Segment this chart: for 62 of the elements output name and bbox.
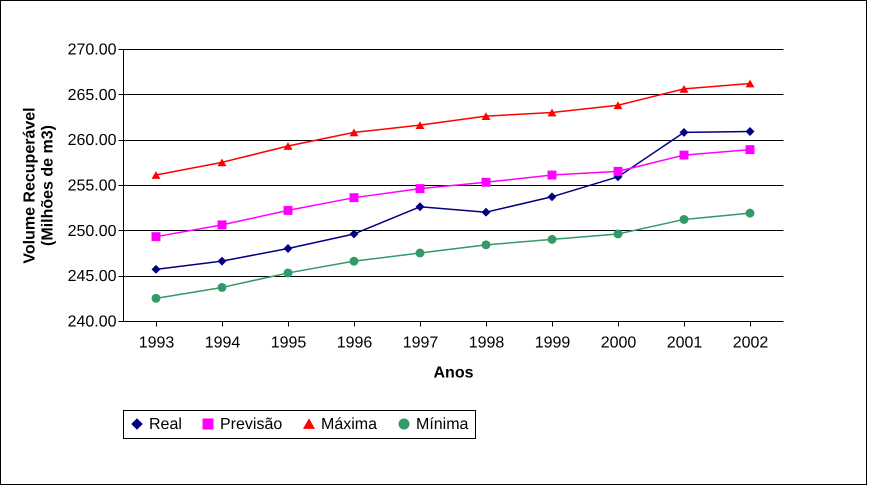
point xyxy=(548,108,556,116)
x-tick-label: 1996 xyxy=(336,334,372,352)
point xyxy=(548,170,556,180)
y-axis-title: Volume Recuperável (Milhões de m3) xyxy=(22,107,57,264)
x-tick-label: 1995 xyxy=(270,334,306,352)
legend-label: Máxima xyxy=(321,416,378,433)
point xyxy=(152,264,160,274)
point xyxy=(284,206,292,215)
point xyxy=(482,178,490,187)
point xyxy=(350,128,358,136)
point xyxy=(284,268,292,278)
point xyxy=(152,232,160,242)
point xyxy=(614,101,622,110)
x-tick-label: 2002 xyxy=(732,334,768,352)
point xyxy=(218,158,226,166)
point xyxy=(548,192,556,202)
point xyxy=(746,127,754,136)
point xyxy=(350,256,358,266)
point xyxy=(680,128,688,137)
legend-label: Previsão xyxy=(220,416,282,433)
point xyxy=(746,145,754,154)
point xyxy=(284,244,292,253)
point xyxy=(152,171,160,179)
point xyxy=(416,121,424,130)
point xyxy=(218,220,226,230)
y-tick-label: 250.00 xyxy=(68,222,117,240)
y-tick-label: 260.00 xyxy=(68,132,117,150)
y-tick-label: 270.00 xyxy=(68,42,117,58)
point xyxy=(548,234,556,244)
y-tick-label: 245.00 xyxy=(68,268,117,286)
point xyxy=(614,166,622,176)
point xyxy=(746,208,754,218)
x-tick-label: 2001 xyxy=(666,334,702,352)
x-axis-title: Anos xyxy=(434,364,474,382)
point xyxy=(152,294,160,303)
x-tick-label: 1993 xyxy=(138,334,174,352)
point xyxy=(614,229,622,238)
y-tick-label: 240.00 xyxy=(68,314,117,330)
y-tick-label: 265.00 xyxy=(68,86,117,104)
point xyxy=(284,142,292,150)
x-tick-label: 1997 xyxy=(402,334,438,352)
point xyxy=(680,85,688,93)
point xyxy=(746,80,754,88)
point xyxy=(218,256,226,266)
point xyxy=(416,202,424,212)
point xyxy=(482,208,490,217)
point xyxy=(416,248,424,258)
x-tick-label: 2000 xyxy=(600,334,636,352)
point xyxy=(416,184,424,194)
point xyxy=(680,214,688,224)
y-tick-label: 255.00 xyxy=(68,178,117,194)
x-tick-label: 1999 xyxy=(534,334,570,352)
legend-label: Mínima xyxy=(416,416,469,433)
legend-label: Real xyxy=(149,416,182,433)
point xyxy=(482,112,490,120)
point xyxy=(218,282,226,292)
point xyxy=(482,240,490,250)
point xyxy=(680,150,688,160)
x-tick-label: 1994 xyxy=(204,334,240,352)
point xyxy=(350,193,358,202)
x-tick-label: 1998 xyxy=(468,334,504,352)
point xyxy=(350,229,358,238)
